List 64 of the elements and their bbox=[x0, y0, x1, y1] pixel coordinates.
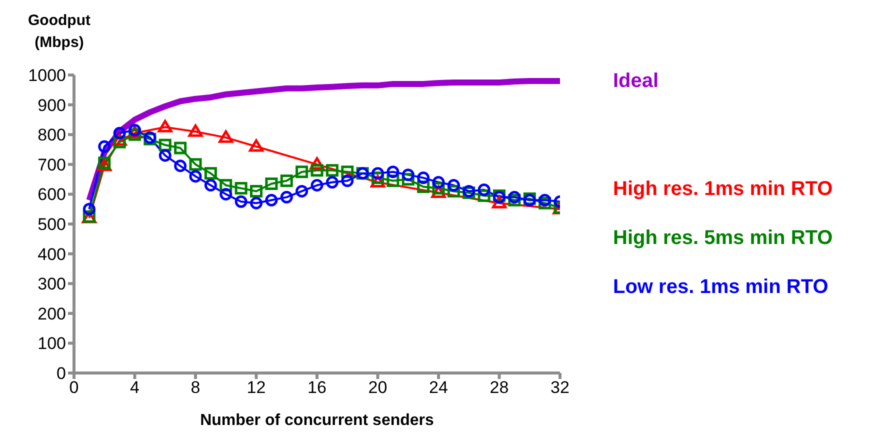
x-tick-label: 8 bbox=[190, 378, 200, 398]
point bbox=[296, 184, 308, 198]
x-tick-label: 16 bbox=[308, 378, 326, 398]
x-tick-label: 0 bbox=[69, 378, 79, 398]
y-tick-label: 600 bbox=[38, 185, 66, 204]
point bbox=[508, 190, 521, 204]
point bbox=[218, 130, 234, 143]
y-tick-label: 1000 bbox=[28, 66, 66, 86]
point bbox=[280, 174, 293, 188]
point bbox=[204, 167, 217, 180]
point bbox=[417, 172, 430, 184]
y-tick-label: 100 bbox=[38, 334, 66, 354]
point bbox=[250, 184, 262, 198]
y-tick-label: 700 bbox=[38, 155, 66, 174]
x-tick-label: 32 bbox=[550, 378, 570, 398]
y-tick-label: 200 bbox=[38, 304, 66, 324]
point bbox=[204, 179, 217, 192]
x-tick-label: 4 bbox=[130, 378, 140, 398]
point bbox=[341, 174, 354, 188]
y-tick-label: 800 bbox=[38, 126, 66, 145]
point bbox=[538, 194, 552, 206]
point bbox=[310, 179, 324, 192]
point bbox=[386, 166, 400, 178]
point bbox=[158, 120, 172, 132]
x-tick-label: 24 bbox=[429, 378, 448, 398]
x-tick-label: 28 bbox=[490, 378, 509, 398]
point bbox=[189, 158, 202, 171]
point bbox=[174, 142, 187, 154]
y-tick-label: 400 bbox=[38, 244, 66, 264]
point bbox=[326, 176, 338, 189]
point bbox=[220, 188, 232, 200]
point bbox=[189, 170, 202, 183]
point bbox=[158, 149, 172, 162]
x-axis-title: Number of concurrent senders bbox=[200, 412, 434, 429]
point bbox=[188, 124, 203, 137]
point bbox=[265, 178, 278, 190]
point bbox=[326, 164, 338, 177]
point bbox=[402, 168, 414, 182]
point bbox=[310, 164, 324, 177]
point bbox=[234, 195, 248, 208]
point bbox=[249, 139, 264, 152]
point bbox=[234, 182, 248, 194]
point bbox=[82, 202, 96, 216]
y-tick-label: 0 bbox=[56, 364, 66, 384]
text: Low res. 1ms min RTO bbox=[613, 276, 828, 299]
point bbox=[447, 179, 460, 192]
text: High res. 1ms min RTO bbox=[613, 178, 833, 201]
point bbox=[265, 194, 278, 206]
y-tick-label: 500 bbox=[38, 215, 66, 234]
x-tick-label: 20 bbox=[368, 378, 388, 398]
y-tick-label: 300 bbox=[38, 274, 66, 294]
point bbox=[174, 160, 187, 172]
point bbox=[296, 166, 308, 178]
point bbox=[372, 167, 384, 180]
x-tick-label: 12 bbox=[246, 378, 266, 398]
point bbox=[98, 140, 111, 153]
y-axis-title: Goodput (Mbps) bbox=[28, 11, 90, 53]
y-tick-label: 900 bbox=[38, 96, 66, 115]
text: High res. 5ms min RTO bbox=[613, 227, 833, 250]
point bbox=[250, 196, 262, 210]
point bbox=[432, 176, 445, 189]
point bbox=[478, 183, 490, 196]
text: Ideal bbox=[613, 70, 659, 93]
point bbox=[280, 190, 293, 204]
